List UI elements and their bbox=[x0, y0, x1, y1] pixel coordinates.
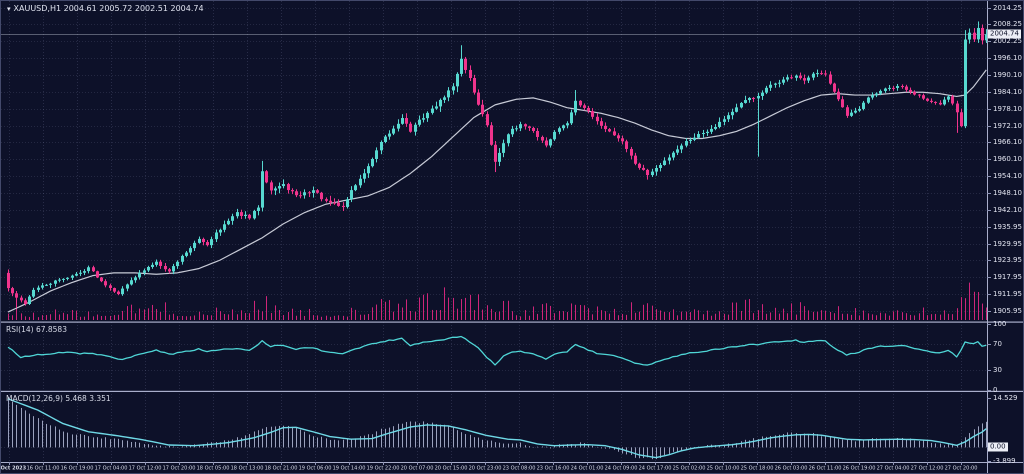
time-axis-label: 19 Oct 14:00 bbox=[332, 465, 366, 471]
price-axis-label: 1978.10 bbox=[993, 104, 1022, 113]
macd-axis-label: 14.529 bbox=[993, 394, 1018, 403]
price-axis-label: 1996.10 bbox=[993, 54, 1022, 63]
time-axis-label: 26 Oct 03:00 bbox=[774, 465, 808, 471]
price-axis-label: 2014.25 bbox=[993, 3, 1022, 12]
price-axis-label: 1990.10 bbox=[993, 71, 1022, 80]
time-axis-label: 23 Oct 16:00 bbox=[536, 465, 570, 471]
price-axis-label: 1984.10 bbox=[993, 87, 1022, 96]
current-price-tag: 2004.74 bbox=[988, 29, 1021, 39]
price-axis[interactable]: 2014.25 2008.25 2002.25 1996.10 1990.10 1984.… bbox=[988, 1, 1023, 473]
rsi-axis-label: 30 bbox=[993, 366, 1002, 375]
time-axis-label: 18 Oct 05:00 bbox=[196, 465, 230, 471]
price-axis-label: 1972.10 bbox=[993, 121, 1022, 130]
time-axis-label: 25 Oct 02:00 bbox=[672, 465, 706, 471]
time-axis-label: 20 Oct 07:00 bbox=[400, 465, 434, 471]
time-axis-label: 23 Oct 08:00 bbox=[502, 465, 536, 471]
time-axis-label: 20 Oct 15:00 bbox=[434, 465, 468, 471]
time-axis-label: 17 Oct 04:00 bbox=[94, 465, 128, 471]
rsi-axis-label: 0 bbox=[993, 386, 998, 394]
indicator-axis[interactable]: 100 70 30 0 14.529 -3.899 bbox=[988, 1, 1023, 473]
time-axis-label: 25 Oct 10:00 bbox=[706, 465, 740, 471]
rsi-axis-label: 70 bbox=[993, 339, 1002, 348]
time-axis-label: 24 Oct 09:00 bbox=[604, 465, 638, 471]
price-axis-label: 2002.25 bbox=[993, 37, 1022, 46]
price-axis-label: 1948.10 bbox=[993, 188, 1022, 197]
time-axis-label: 27 Oct 20:00 bbox=[944, 465, 978, 471]
macd-indicator-label: MACD(12,26,9) 5.468 3.351 bbox=[6, 394, 111, 403]
macd-axis-label: -3.899 bbox=[993, 456, 1016, 465]
time-axis-label: 24 Oct 17:00 bbox=[638, 465, 672, 471]
price-axis-label: 1929.95 bbox=[993, 239, 1022, 248]
time-axis-label: 25 Oct 18:00 bbox=[740, 465, 774, 471]
price-axis-label: 1942.10 bbox=[993, 205, 1022, 214]
time-axis-label: 16 Oct 2023 bbox=[0, 465, 27, 471]
time-axis-label: 19 Oct 06:00 bbox=[298, 465, 332, 471]
price-axis-label: 1935.95 bbox=[993, 222, 1022, 231]
chart-title-text: XAUUSD,H1 2004.61 2005.72 2002.51 2004.7… bbox=[13, 4, 204, 13]
price-axis-label: 2008.25 bbox=[993, 20, 1022, 29]
time-axis-label: 16 Oct 11:00 bbox=[26, 465, 60, 471]
time-axis-label: 17 Oct 12:00 bbox=[128, 465, 162, 471]
time-axis-label: 17 Oct 20:00 bbox=[162, 465, 196, 471]
price-axis-label: 1911.95 bbox=[993, 289, 1022, 298]
rsi-axis-label: 100 bbox=[993, 320, 1007, 328]
time-axis-label: 16 Oct 19:00 bbox=[60, 465, 94, 471]
price-axis-label: 1960.10 bbox=[993, 155, 1022, 164]
time-axis-label: 24 Oct 01:00 bbox=[570, 465, 604, 471]
time-axis-label: 18 Oct 21:00 bbox=[264, 465, 298, 471]
time-axis-label: 27 Oct 12:00 bbox=[910, 465, 944, 471]
rsi-indicator-label: RSI(14) 67.8583 bbox=[6, 325, 67, 334]
price-axis-label: 1923.95 bbox=[993, 256, 1022, 265]
time-axis-label: 26 Oct 19:00 bbox=[842, 465, 876, 471]
time-axis-label: 19 Oct 22:00 bbox=[366, 465, 400, 471]
price-axis-label: 1954.10 bbox=[993, 171, 1022, 180]
time-axis-label: 26 Oct 11:00 bbox=[808, 465, 842, 471]
price-axis-label: 1917.95 bbox=[993, 273, 1022, 282]
symbol-marker-icon: ▾ bbox=[7, 5, 11, 13]
time-axis-label: 27 Oct 04:00 bbox=[876, 465, 910, 471]
price-axis-label: 1905.95 bbox=[993, 306, 1022, 315]
time-axis-label: 18 Oct 13:00 bbox=[230, 465, 264, 471]
macd-zero-tag: 0.00 bbox=[988, 442, 1008, 452]
time-axis-label: 20 Oct 23:00 bbox=[468, 465, 502, 471]
price-axis-label: 1966.10 bbox=[993, 138, 1022, 147]
chart-title: ▾ XAUUSD,H1 2004.61 2005.72 2002.51 2004.… bbox=[7, 4, 204, 13]
